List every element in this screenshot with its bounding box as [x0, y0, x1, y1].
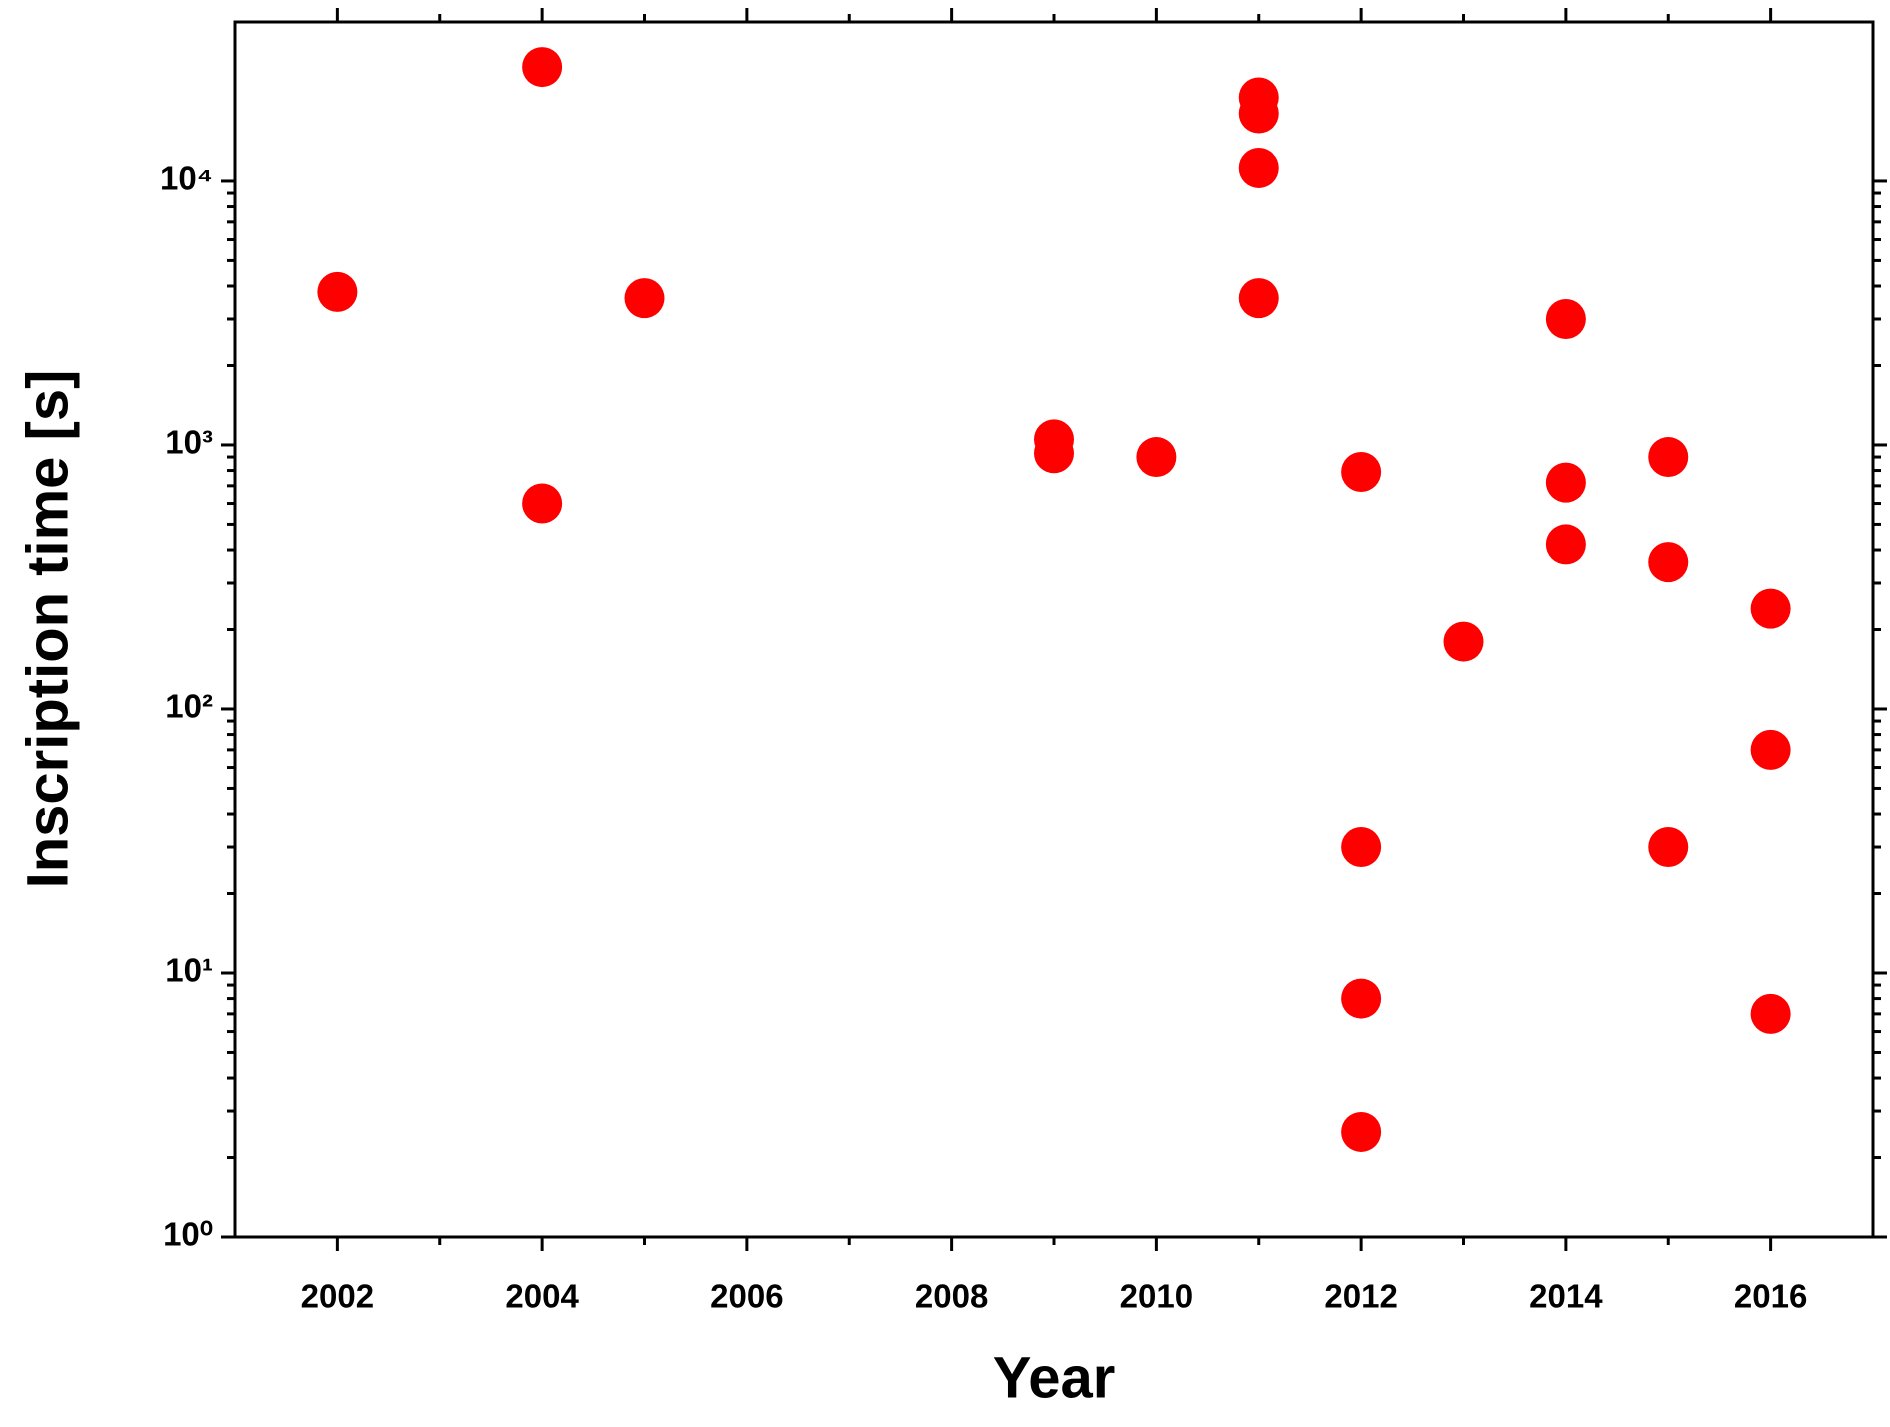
point: [1545, 298, 1586, 339]
point: [1750, 729, 1791, 770]
y-tick-label: 10⁴: [160, 160, 213, 197]
point: [1545, 462, 1586, 503]
y-tick-label: 10³: [165, 424, 213, 461]
point: [1136, 437, 1177, 478]
y-axis-title: Inscription time [s]: [15, 370, 80, 889]
point: [1545, 524, 1586, 565]
point: [522, 47, 563, 88]
point: [1750, 993, 1791, 1034]
point: [1341, 978, 1382, 1019]
x-axis-title: Year: [993, 1345, 1116, 1410]
x-tick-label: 2008: [915, 1278, 988, 1315]
point: [624, 278, 665, 319]
y-tick-label: 10¹: [165, 952, 213, 989]
point: [1648, 437, 1689, 478]
x-tick-label: 2010: [1120, 1278, 1193, 1315]
point: [1750, 588, 1791, 629]
x-tick-label: 2004: [505, 1278, 579, 1315]
point: [1341, 1111, 1382, 1152]
point: [522, 483, 563, 524]
x-tick-label: 2002: [301, 1278, 374, 1315]
point: [1648, 542, 1689, 583]
x-tick-label: 2016: [1734, 1278, 1807, 1315]
point: [1238, 93, 1279, 134]
point: [1648, 827, 1689, 868]
point: [1238, 147, 1279, 188]
x-tick-label: 2006: [710, 1278, 783, 1315]
y-tick-label: 10⁰: [163, 1216, 213, 1253]
point: [1034, 433, 1074, 474]
point: [1341, 451, 1382, 492]
y-tick-label: 10²: [165, 688, 213, 725]
x-tick-label: 2014: [1529, 1278, 1603, 1315]
plot-frame: [233, 20, 1875, 1239]
point: [317, 271, 358, 312]
point: [1443, 621, 1484, 662]
x-tick-label: 2012: [1324, 1278, 1397, 1315]
point: [1341, 827, 1382, 868]
point: [1238, 278, 1279, 319]
